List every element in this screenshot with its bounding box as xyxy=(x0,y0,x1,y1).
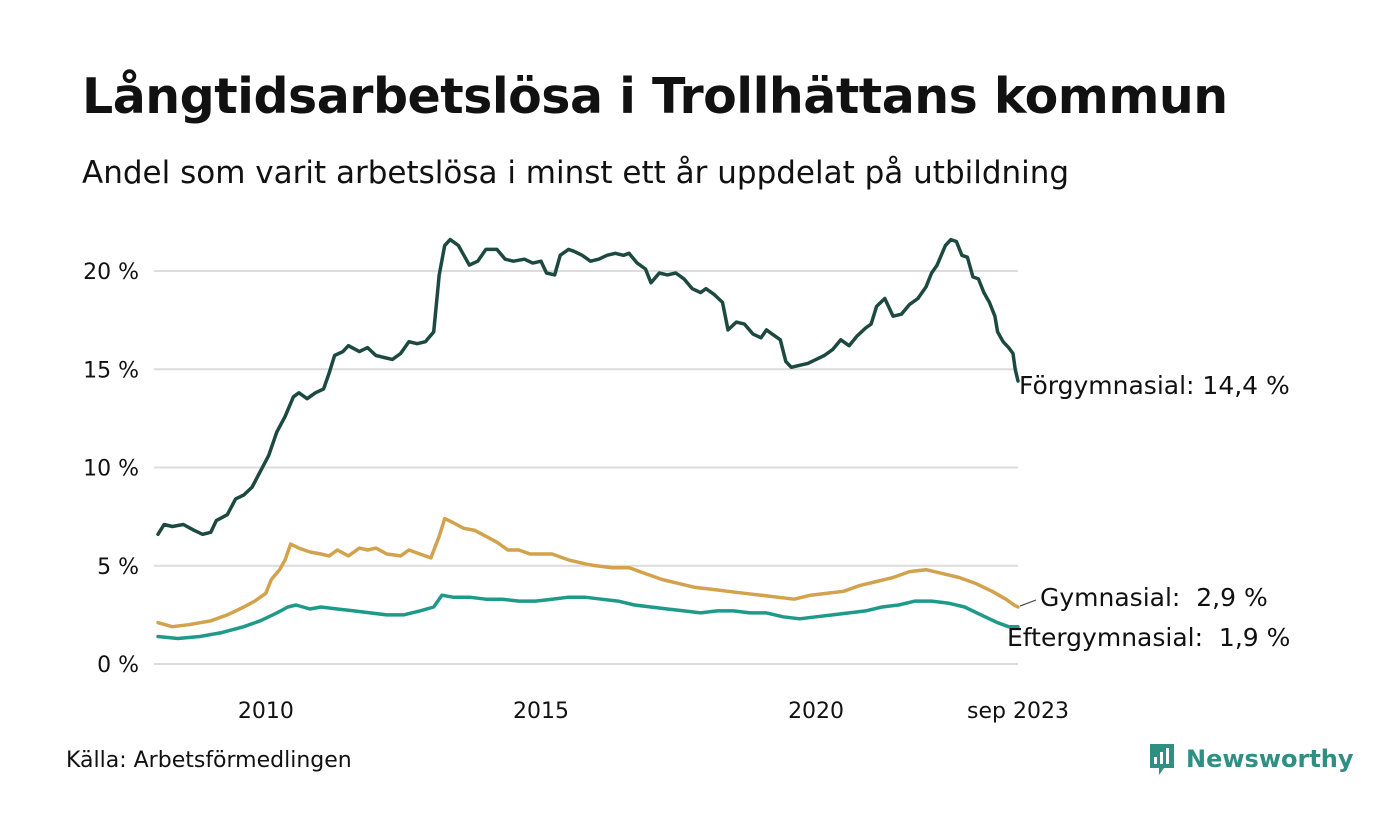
x-axis-ticks: 2010 2015 2020 sep 2023 xyxy=(238,699,1069,724)
y-tick-label: 10 % xyxy=(83,457,139,482)
gridlines xyxy=(154,270,1018,665)
y-axis-ticks: 0 % 5 % 10 % 15 % 20 % xyxy=(83,260,139,678)
chart-subtitle: Andel som varit arbetslösa i minst ett å… xyxy=(82,155,1070,191)
newsworthy-logo-icon xyxy=(1150,744,1174,775)
y-tick-label: 5 % xyxy=(97,555,139,580)
source-note: Källa: Arbetsförmedlingen xyxy=(66,748,352,773)
series-line-forgymnasial xyxy=(156,237,1020,537)
series-line-eftergymnasial xyxy=(156,593,1020,641)
x-tick-label: 2015 xyxy=(513,699,569,724)
y-tick-label: 20 % xyxy=(83,260,139,285)
series-line-gymnasial xyxy=(156,516,1020,629)
x-tick-label: 2020 xyxy=(788,699,844,724)
line-chart: 0 %5 %10 %15 %20 % 2010 2015 2020 sep 2023 … xyxy=(83,237,1290,724)
end-labels: Förgymnasial: 14,4 % Gymnasial: 2,9 % Efte… xyxy=(1007,371,1290,652)
x-tick-label: sep 2023 xyxy=(967,699,1069,724)
x-tick-label: 2010 xyxy=(238,699,294,724)
end-label-gymnasial: Gymnasial: 2,9 % xyxy=(1040,583,1268,612)
chart-title: Långtidsarbetslösa i Trollhättans kommun xyxy=(82,68,1228,125)
brand-logo: Newsworthy xyxy=(1148,742,1354,776)
y-tick-label: 15 % xyxy=(83,358,139,383)
gymnasial-leader-line xyxy=(1019,599,1037,607)
series-lines xyxy=(156,237,1020,641)
brand-name: Newsworthy xyxy=(1186,745,1354,773)
end-label-eftergymnasial: Eftergymnasial: 1,9 % xyxy=(1007,623,1290,652)
y-tick-label: 0 % xyxy=(97,653,139,678)
end-label-forgymnasial: Förgymnasial: 14,4 % xyxy=(1019,371,1290,400)
